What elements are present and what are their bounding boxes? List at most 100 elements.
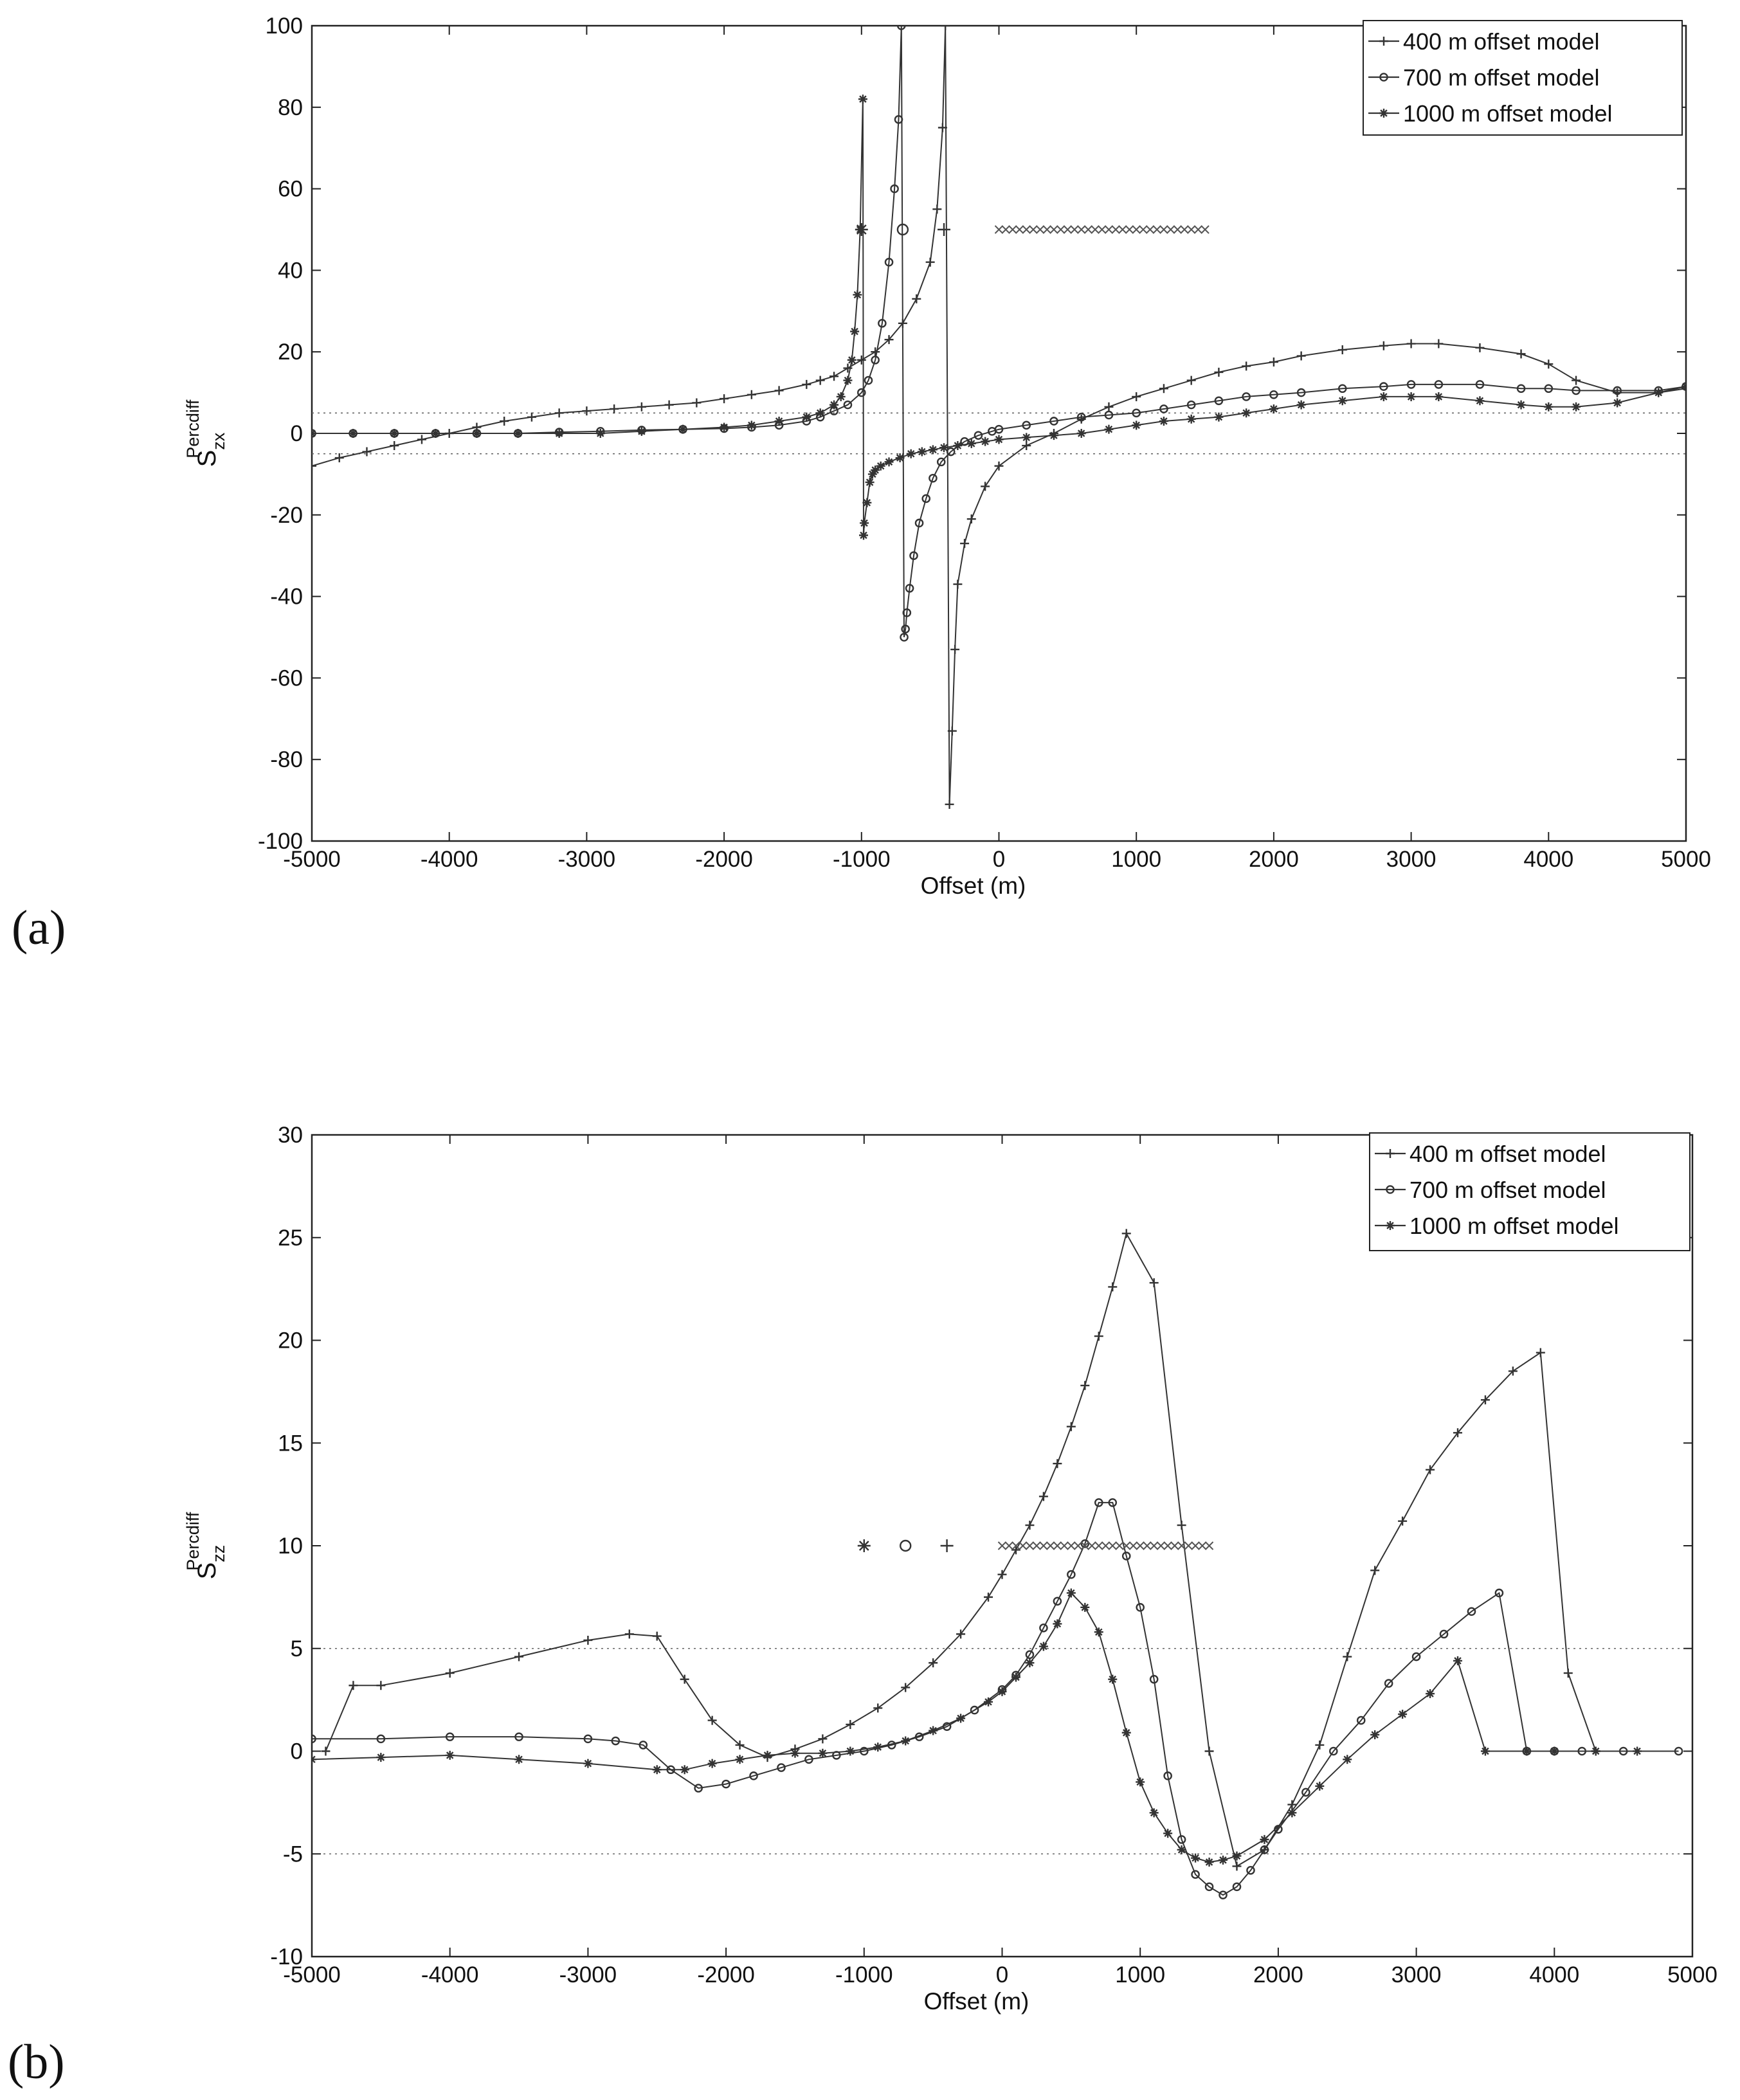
data-point-1000m <box>1132 421 1141 430</box>
y-tick-label: -40 <box>270 584 303 610</box>
data-point-400m <box>334 453 344 463</box>
data-point-1000m <box>680 1765 689 1775</box>
receiver-marker <box>1025 1541 1035 1550</box>
data-point-400m <box>1177 1521 1186 1530</box>
receiver-marker <box>1111 225 1120 234</box>
data-point-700m <box>1067 1570 1076 1579</box>
data-point-700m <box>1232 1882 1242 1892</box>
data-point-1000m <box>1136 1777 1145 1787</box>
data-point-1000m <box>953 441 963 451</box>
receiver-marker <box>1015 225 1024 234</box>
receiver-marker <box>1060 1541 1069 1550</box>
data-point-400m <box>829 372 839 381</box>
receiver-marker <box>1042 225 1052 234</box>
data-point-700m <box>583 1734 593 1744</box>
data-point-1000m <box>865 478 875 487</box>
data-point-1000m <box>873 1742 883 1752</box>
data-point-700m <box>1384 1679 1393 1688</box>
x-tick-label: 2000 <box>1249 847 1299 872</box>
receiver-marker <box>1070 225 1079 234</box>
data-point-1000m <box>1149 1808 1159 1818</box>
data-point-1000m <box>928 445 938 455</box>
data-point-1000m <box>554 429 564 438</box>
data-point-700m <box>1149 1674 1159 1684</box>
receiver-marker <box>1198 1541 1207 1550</box>
data-point-1000m <box>1022 433 1031 442</box>
receiver-marker <box>1170 1541 1179 1550</box>
receiver-marker <box>1077 225 1086 234</box>
data-point-400m <box>884 335 894 345</box>
data-point-700m <box>1544 384 1554 394</box>
receiver-marker <box>1022 225 1031 234</box>
receiver-marker <box>1073 1541 1083 1550</box>
receiver-marker <box>1035 225 1045 234</box>
y-tick-label: 25 <box>278 1226 303 1251</box>
data-point-1000m <box>984 1697 993 1706</box>
receiver-marker <box>1046 1541 1055 1550</box>
data-point-400m <box>1269 358 1278 367</box>
data-point-400m <box>445 1669 455 1678</box>
data-point-1000m <box>1159 416 1168 426</box>
y-tick-label: 40 <box>278 258 303 283</box>
receiver-marker <box>1056 225 1065 234</box>
data-point-400m <box>720 394 729 404</box>
data-point-700m <box>1467 1607 1476 1616</box>
data-point-400m <box>956 1629 966 1639</box>
data-point-700m <box>884 257 894 267</box>
data-point-400m <box>1379 341 1388 350</box>
data-point-1000m <box>997 1687 1007 1696</box>
data-point-1000m <box>1177 1845 1186 1854</box>
data-point-400m <box>1066 1422 1076 1431</box>
data-point-700m <box>974 431 983 440</box>
data-point-1000m <box>1343 1755 1352 1764</box>
data-point-1000m <box>1038 1642 1048 1651</box>
data-point-400m <box>390 441 399 451</box>
data-point-700m <box>749 1771 758 1780</box>
receiver-marker <box>1053 1541 1062 1550</box>
receiver-marker <box>1039 1541 1048 1550</box>
data-point-700m <box>1674 1746 1683 1756</box>
data-point-400m <box>321 1746 331 1756</box>
data-point-1000m <box>1633 1746 1642 1756</box>
data-point-700m <box>905 584 914 593</box>
data-point-400m <box>527 412 536 422</box>
data-point-700m <box>1022 421 1031 430</box>
data-point-700m <box>1108 1498 1118 1507</box>
data-point-1000m <box>884 457 894 467</box>
data-point-400m <box>1108 1282 1118 1292</box>
data-point-1000m <box>1550 1746 1559 1756</box>
data-point-700m <box>921 494 931 503</box>
data-point-400m <box>938 123 947 132</box>
data-point-700m <box>1136 1603 1145 1612</box>
data-point-1000m <box>859 530 869 540</box>
data-point-400m <box>583 1635 593 1645</box>
data-point-700m <box>1049 417 1058 426</box>
data-point-400m <box>912 294 921 303</box>
data-point-1000m <box>1398 1709 1408 1719</box>
data-point-700m <box>1269 390 1278 399</box>
x-tick-label: -1000 <box>833 847 891 872</box>
data-point-1000m <box>1434 392 1444 401</box>
data-point-400m <box>1337 345 1347 355</box>
data-point-700m <box>1204 1882 1214 1892</box>
data-point-700m <box>929 473 938 483</box>
x-tick-label: -3000 <box>559 1962 617 1987</box>
data-point-700m <box>894 115 903 124</box>
data-point-700m <box>1191 1870 1200 1879</box>
receiver-marker <box>1098 225 1107 234</box>
x-tick-label: 4000 <box>1523 847 1573 872</box>
data-point-1000m <box>1066 1588 1076 1598</box>
data-point-700m <box>1039 1623 1048 1633</box>
receiver-marker <box>1063 225 1073 234</box>
receiver-marker <box>1139 225 1148 234</box>
data-point-700m <box>900 633 909 642</box>
data-point-400m <box>582 406 592 416</box>
legend: 400 m offset model 700 m offset model 1000… <box>1363 20 1683 136</box>
receiver-marker <box>1166 225 1175 234</box>
data-point-400m <box>610 404 619 413</box>
x-tick-label: 0 <box>996 1962 1008 1987</box>
data-point-700m <box>946 447 956 457</box>
data-point-1000m <box>846 1746 855 1756</box>
data-point-700m <box>1121 1552 1131 1561</box>
y-tick-label: 10 <box>278 1534 303 1559</box>
